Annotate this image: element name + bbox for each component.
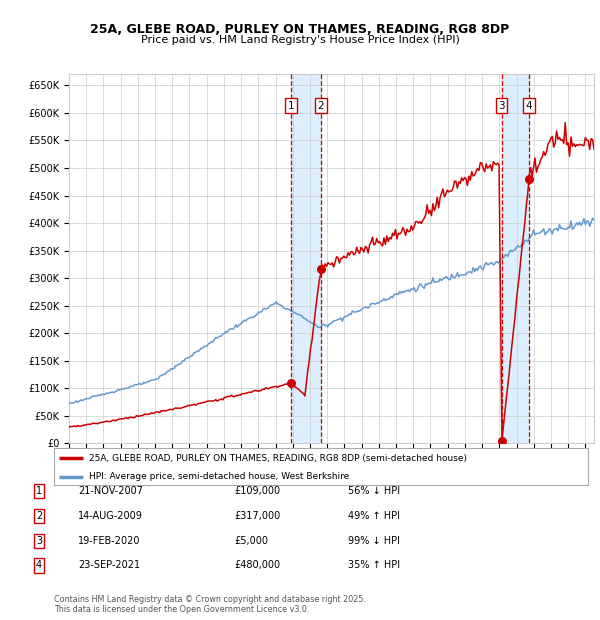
Text: HPI: Average price, semi-detached house, West Berkshire: HPI: Average price, semi-detached house,… — [89, 472, 349, 481]
Text: 25A, GLEBE ROAD, PURLEY ON THAMES, READING, RG8 8DP (semi-detached house): 25A, GLEBE ROAD, PURLEY ON THAMES, READI… — [89, 454, 467, 463]
Text: 35% ↑ HPI: 35% ↑ HPI — [348, 560, 400, 570]
Text: 4: 4 — [36, 560, 42, 570]
Text: Contains HM Land Registry data © Crown copyright and database right 2025.: Contains HM Land Registry data © Crown c… — [54, 595, 366, 604]
Text: 99% ↓ HPI: 99% ↓ HPI — [348, 536, 400, 546]
Text: 4: 4 — [526, 101, 532, 111]
Text: 49% ↑ HPI: 49% ↑ HPI — [348, 511, 400, 521]
Text: 21-NOV-2007: 21-NOV-2007 — [78, 486, 143, 496]
Text: 56% ↓ HPI: 56% ↓ HPI — [348, 486, 400, 496]
Text: 23-SEP-2021: 23-SEP-2021 — [78, 560, 140, 570]
Bar — [291, 74, 320, 443]
Text: £5,000: £5,000 — [234, 536, 268, 546]
Text: £317,000: £317,000 — [234, 511, 280, 521]
Text: £109,000: £109,000 — [234, 486, 280, 496]
Text: 25A, GLEBE ROAD, PURLEY ON THAMES, READING, RG8 8DP: 25A, GLEBE ROAD, PURLEY ON THAMES, READI… — [91, 23, 509, 36]
Text: 2: 2 — [36, 511, 42, 521]
Text: 14-AUG-2009: 14-AUG-2009 — [78, 511, 143, 521]
Text: 19-FEB-2020: 19-FEB-2020 — [78, 536, 140, 546]
Text: Price paid vs. HM Land Registry's House Price Index (HPI): Price paid vs. HM Land Registry's House … — [140, 35, 460, 45]
Text: 1: 1 — [36, 486, 42, 496]
Text: £480,000: £480,000 — [234, 560, 280, 570]
Bar — [502, 74, 529, 443]
Text: 2: 2 — [317, 101, 324, 111]
Text: 1: 1 — [287, 101, 294, 111]
Text: 3: 3 — [498, 101, 505, 111]
Text: This data is licensed under the Open Government Licence v3.0.: This data is licensed under the Open Gov… — [54, 604, 310, 614]
Text: 3: 3 — [36, 536, 42, 546]
